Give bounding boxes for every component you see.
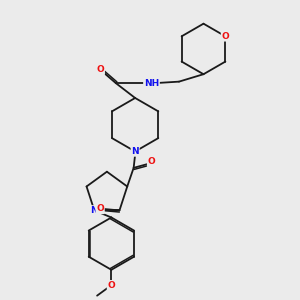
Text: NH: NH: [144, 79, 159, 88]
Text: O: O: [107, 281, 115, 290]
Text: N: N: [131, 147, 139, 156]
Text: O: O: [221, 32, 229, 41]
Text: O: O: [96, 204, 104, 213]
Text: O: O: [148, 158, 155, 166]
Text: N: N: [91, 206, 98, 215]
Text: O: O: [97, 65, 104, 74]
